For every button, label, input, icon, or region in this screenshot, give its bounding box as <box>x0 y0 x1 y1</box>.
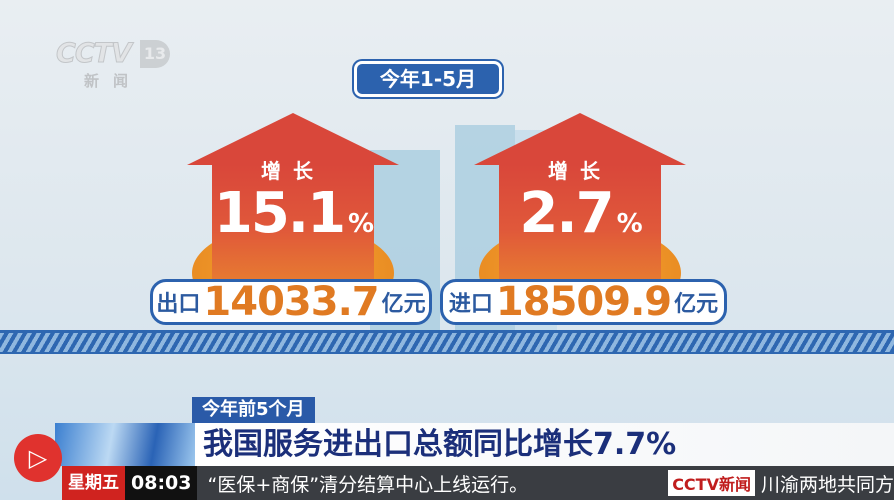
logo-channel: 13 <box>140 40 170 68</box>
export-growth-value: 15.1% <box>213 181 374 246</box>
import-growth-arrow: 增长 2.7% <box>474 113 686 323</box>
lower-third-tag: 今年前5个月 <box>192 397 315 423</box>
export-amount-pill: 出口 14033.7 亿元 <box>150 279 432 325</box>
cctv-news-badge: CCTV新闻 <box>668 470 755 496</box>
striped-ground-band <box>0 330 894 354</box>
headline: 我国服务进出口总额同比增长7.7% <box>195 423 894 466</box>
logo-brand: CCTV <box>56 38 133 70</box>
import-amount: 18509.9 <box>495 279 672 325</box>
ticker-next-text: 川渝两地共同方 <box>760 473 894 496</box>
ticker-day: 星期五 <box>62 466 125 500</box>
play-logo-icon: ▷ <box>14 434 62 482</box>
export-label: 出口 <box>156 292 201 317</box>
ticker-time: 08:03 <box>125 466 198 500</box>
export-unit: 亿元 <box>381 292 426 317</box>
export-amount: 14033.7 <box>203 279 379 325</box>
import-growth-label: 增长 <box>548 159 612 183</box>
news-ticker: 星期五 08:03 “医保+商保”清分结算中心上线运行。 CCTV新闻 川渝两地… <box>62 466 894 500</box>
import-unit: 亿元 <box>674 292 719 317</box>
globe-graphic <box>55 423 195 466</box>
export-growth-arrow: 增长 15.1% <box>187 113 399 323</box>
logo-name: 新闻 <box>84 72 143 90</box>
period-label: 今年1-5月 <box>354 61 502 97</box>
export-growth-label: 增长 <box>261 159 325 183</box>
cctv13-logo: CCTV 13 新闻 <box>56 38 171 90</box>
import-label: 进口 <box>448 292 493 317</box>
import-growth-value: 2.7% <box>519 181 642 246</box>
import-amount-pill: 进口 18509.9 亿元 <box>440 279 727 325</box>
ticker-text: “医保+商保”清分结算中心上线运行。 <box>207 473 529 496</box>
